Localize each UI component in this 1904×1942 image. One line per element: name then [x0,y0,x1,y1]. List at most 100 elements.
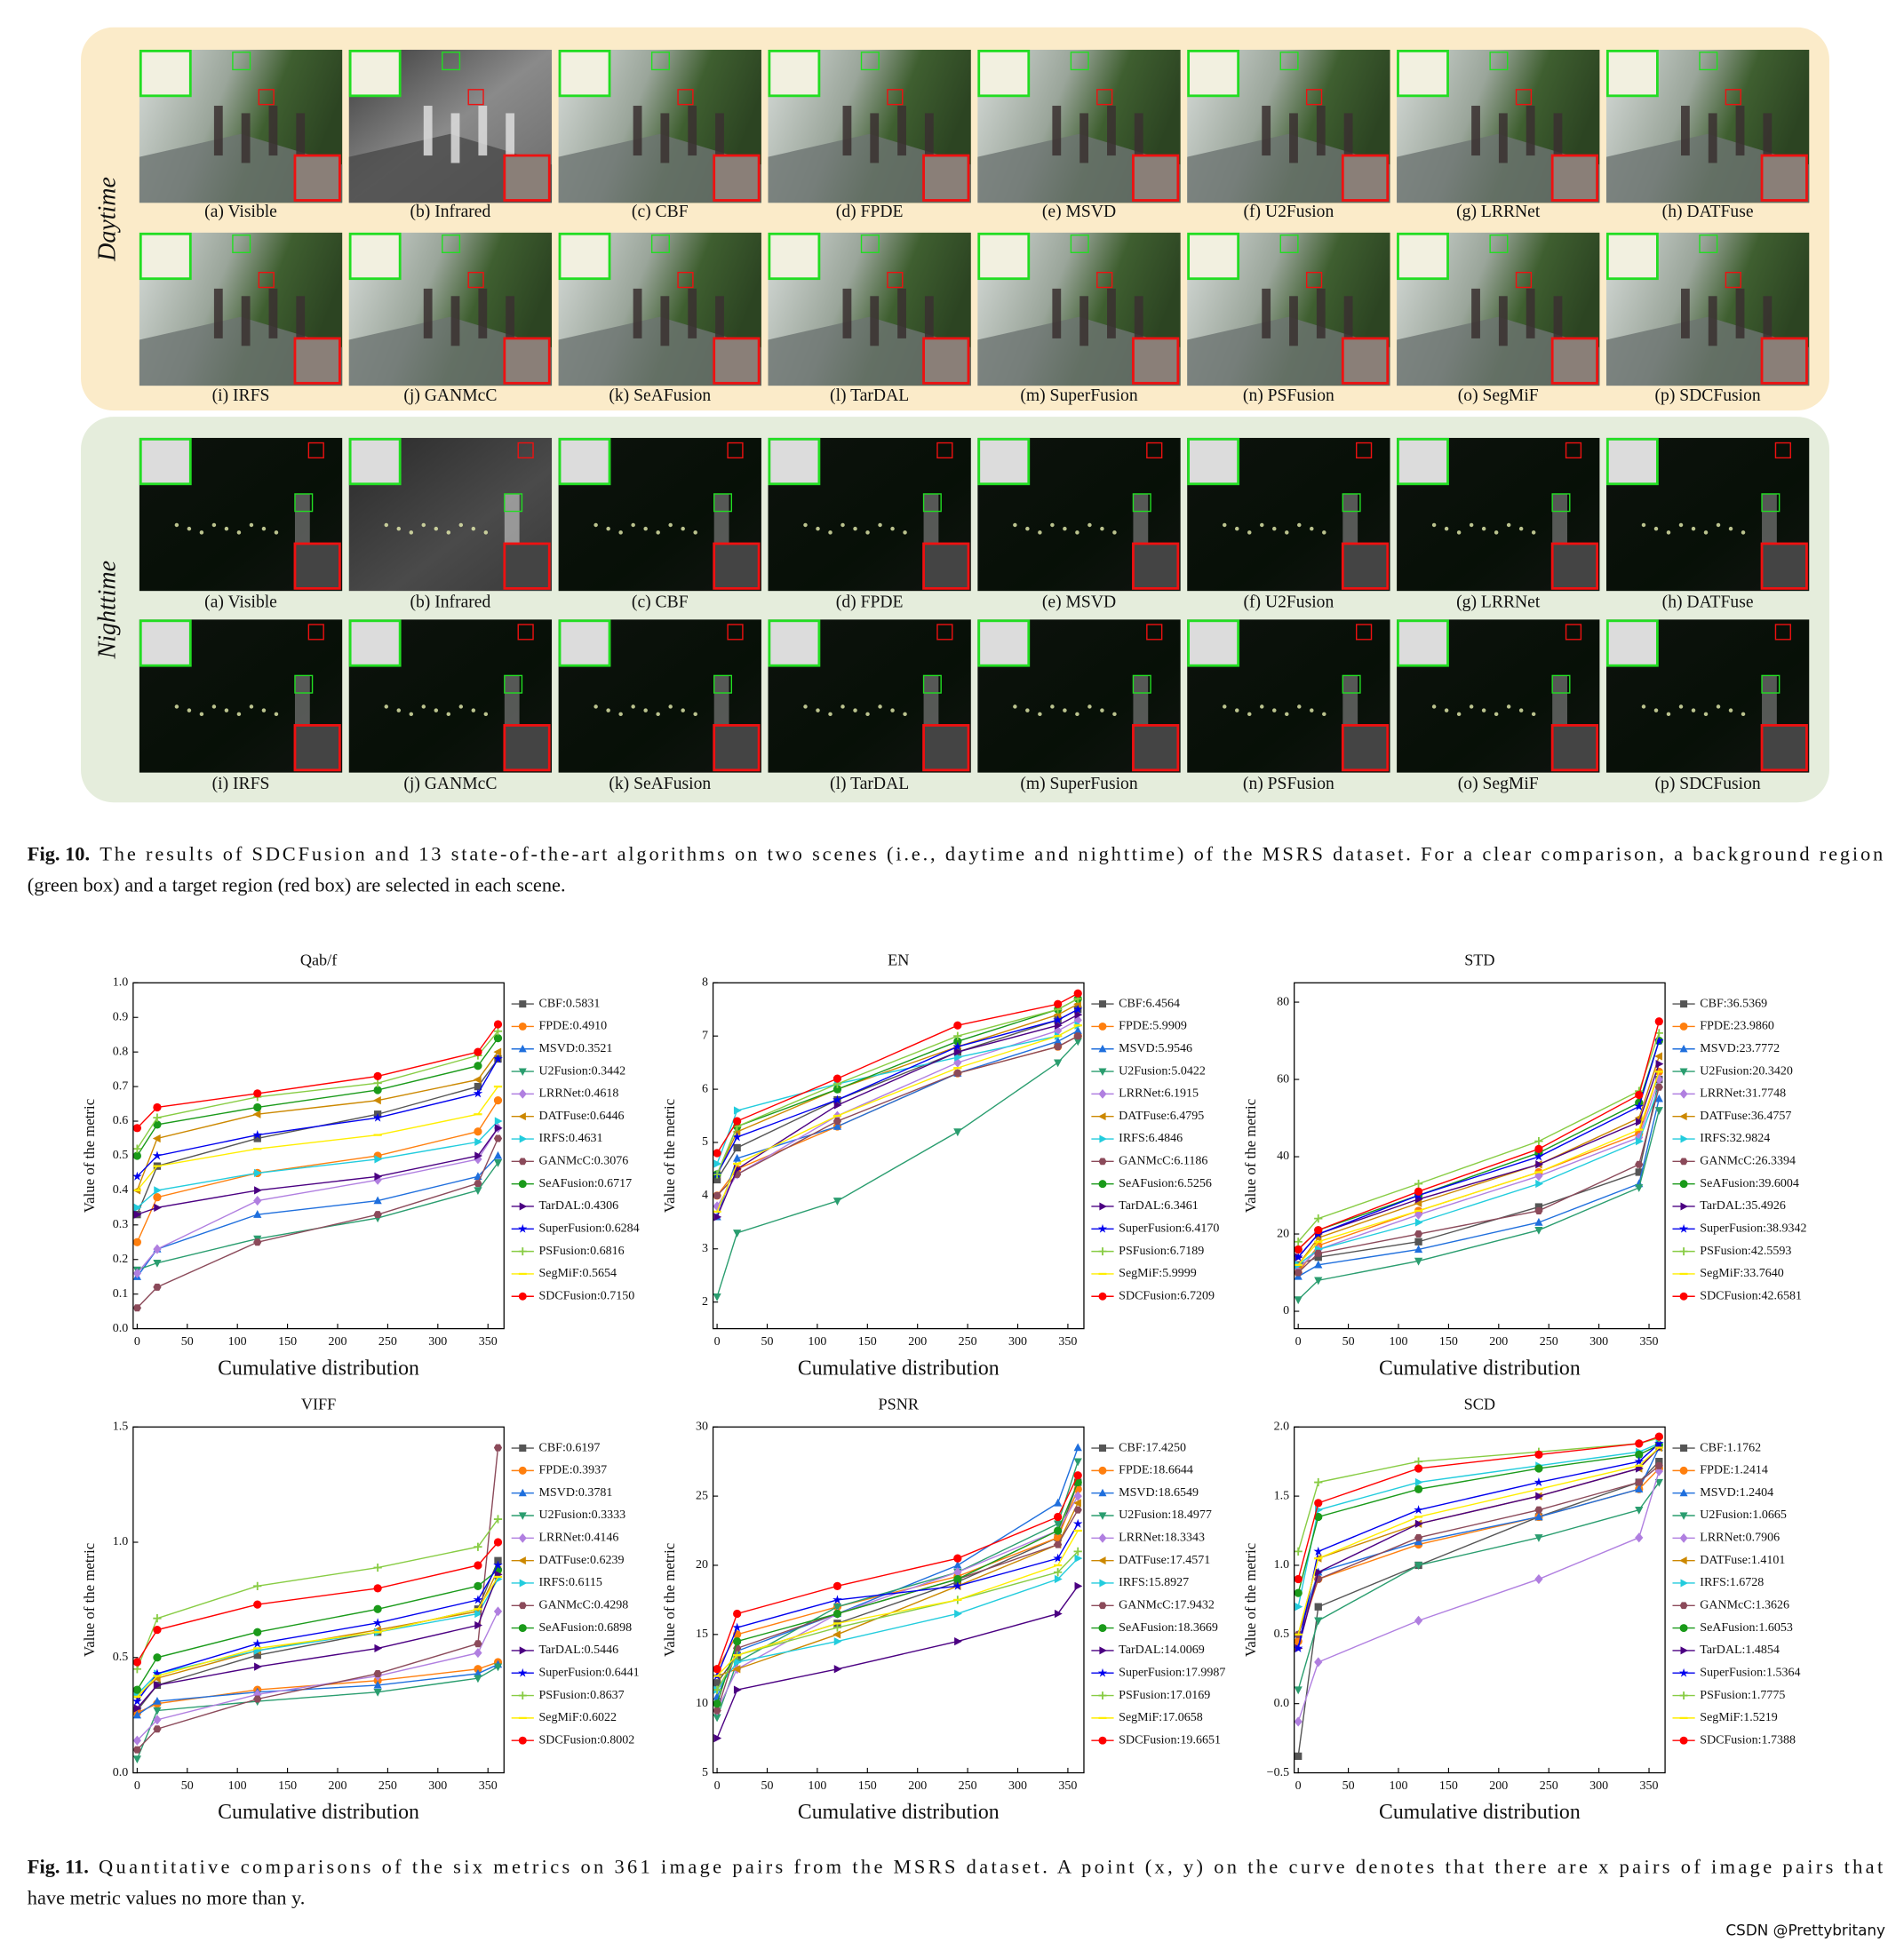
marker [373,1096,381,1105]
road [768,316,971,386]
street-light [421,522,426,528]
pedestrian [1708,113,1717,163]
green-region [650,52,670,71]
street-light [1223,704,1227,709]
marker [1054,1564,1063,1567]
marker [1098,1044,1107,1053]
x-tick-label: 350 [1640,1335,1659,1349]
marker [833,1074,842,1083]
marker [1414,1209,1423,1213]
x-tick-label: 150 [858,1335,877,1349]
marker [493,1663,503,1672]
marker [518,1158,527,1166]
x-tick-label: 100 [1390,1779,1408,1793]
legend-entry: SDCFusion:42.6581 [1700,1289,1802,1302]
marker [252,1638,263,1648]
green-region [650,234,670,253]
panel-label: (b) Infrared [410,203,490,221]
marker [474,1137,483,1147]
red-zoom-box [1341,724,1390,772]
marker [1314,1603,1322,1611]
marker [1635,1090,1644,1100]
marker [732,1622,742,1632]
street-light [1506,522,1511,528]
street-light [1728,526,1733,531]
marker [1097,1223,1108,1233]
street-light [1653,708,1659,712]
street-light [890,526,895,531]
panel-label: (o) SegMiF [1458,386,1539,405]
pedestrian [1316,106,1326,156]
street-light [396,526,402,531]
marker [518,1556,526,1565]
marker [519,1202,528,1211]
street-light [1469,704,1474,709]
legend-entry: SeAFusion:1.6053 [1700,1621,1793,1635]
legend-entry: SuperFusion:0.6441 [538,1666,639,1679]
panel-label: (e) MSVD [1042,203,1116,221]
marker [1679,1247,1688,1256]
marker [733,1106,742,1115]
y-tick-label: 3 [702,1242,708,1255]
marker [1635,1484,1644,1493]
marker [1679,1488,1688,1497]
marker [713,1210,721,1213]
marker [1679,1691,1688,1700]
marker [153,1193,162,1202]
street-light [618,530,623,535]
marker [1414,1245,1423,1254]
legend-entry: TarDAL:35.4926 [1700,1199,1786,1213]
x-tick-label: 300 [1008,1779,1027,1793]
x-tick-label: 350 [1058,1779,1077,1793]
marker [1054,1540,1063,1548]
street-light [384,704,389,709]
street-light [903,712,907,717]
legend-entry: SuperFusion:38.9342 [1700,1222,1806,1236]
street-light [1297,704,1302,709]
legend-entry: PSFusion:0.6816 [538,1245,624,1258]
red-region [936,624,953,641]
panel-label: (f) U2Fusion [1243,203,1334,221]
marker [833,1603,842,1612]
street-light [434,708,439,712]
green-zoom-box [348,50,402,98]
marker [253,1210,262,1218]
street-light [903,530,907,535]
x-tick-label: 300 [1589,1779,1608,1793]
marker [1679,1624,1688,1633]
green-region [1342,493,1361,513]
red-region [1146,624,1163,641]
marker [518,1089,527,1099]
x-tick-label: 150 [278,1779,297,1793]
pedestrian [1763,113,1773,163]
y-axis-label: Value of the metric [81,1099,98,1213]
marker [1314,1214,1323,1223]
green-region [442,234,461,253]
series-line [716,1482,1079,1704]
marker [132,1710,142,1719]
green-region [504,674,523,694]
marker [1098,1272,1107,1276]
pedestrian [506,113,515,163]
chart-title: VIFF [301,1396,336,1413]
marker [493,1560,503,1570]
marker [518,1691,527,1700]
pedestrian [1289,296,1298,346]
panel-label: (d) FPDE [836,203,904,221]
street-light [274,712,279,717]
marker [153,1715,162,1725]
street-light [681,708,685,712]
marker [518,1247,527,1256]
panel-label: (i) IRFS [212,386,270,405]
marker [253,1651,261,1659]
street-light [816,708,820,712]
marker [1054,1526,1063,1535]
x-axis-label: Cumulative distribution [218,1801,419,1824]
red-zoom-box [1341,337,1390,385]
street-light [249,704,254,709]
marker [133,1210,142,1219]
pedestrian [688,106,697,156]
marker [1054,1021,1063,1030]
pedestrian [478,288,488,338]
street-light [1506,704,1511,709]
